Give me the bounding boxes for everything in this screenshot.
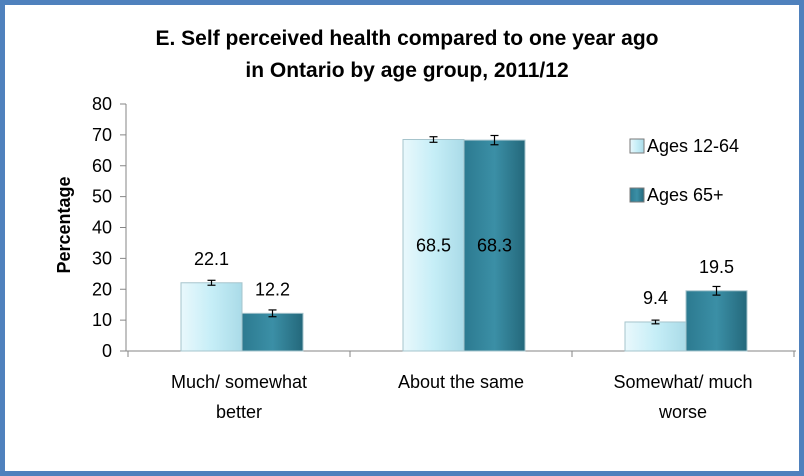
y-tick-label: 50: [92, 187, 112, 207]
y-tick-label: 60: [92, 156, 112, 176]
category-label: worse: [658, 402, 707, 422]
y-tick-label: 20: [92, 279, 112, 299]
legend-label: Ages 12-64: [647, 136, 739, 156]
category-label: better: [216, 402, 262, 422]
chart-title-line-2: in Ontario by age group, 2011/12: [245, 59, 568, 82]
plot-area: 0 10 20 30 40 50 60 70 80 Much/ somewhat better Abo…: [92, 94, 796, 422]
data-label: 19.5: [699, 257, 734, 277]
data-label: 9.4: [643, 288, 668, 308]
chart-title-line-1: E. Self perceived health compared to one…: [156, 27, 659, 50]
bar: [180, 282, 243, 352]
category-label: About the same: [398, 372, 524, 392]
bar: [463, 139, 526, 352]
category-label: Somewhat/ much: [613, 372, 752, 392]
legend-swatch: [629, 138, 645, 154]
legend: Ages 12-64 Ages 65+: [629, 136, 739, 205]
data-label: 12.2: [255, 279, 290, 299]
y-tick-label: 40: [92, 218, 112, 238]
bar: [241, 312, 304, 352]
bar: [685, 290, 748, 352]
data-label: 22.1: [194, 249, 229, 269]
y-axis-label: Percentage: [54, 176, 74, 273]
category-label: Much/ somewhat: [171, 372, 307, 392]
bar: [624, 321, 687, 352]
y-tick-label: 10: [92, 310, 112, 330]
y-tick-label: 0: [102, 341, 112, 361]
data-label: 68.5: [416, 235, 451, 255]
data-label: 68.3: [477, 236, 512, 256]
y-tick-label: 30: [92, 248, 112, 268]
y-tick-label: 70: [92, 125, 112, 145]
y-tick-label: 80: [92, 94, 112, 114]
bar: [402, 139, 465, 352]
legend-swatch: [629, 187, 645, 203]
legend-label: Ages 65+: [647, 185, 724, 205]
